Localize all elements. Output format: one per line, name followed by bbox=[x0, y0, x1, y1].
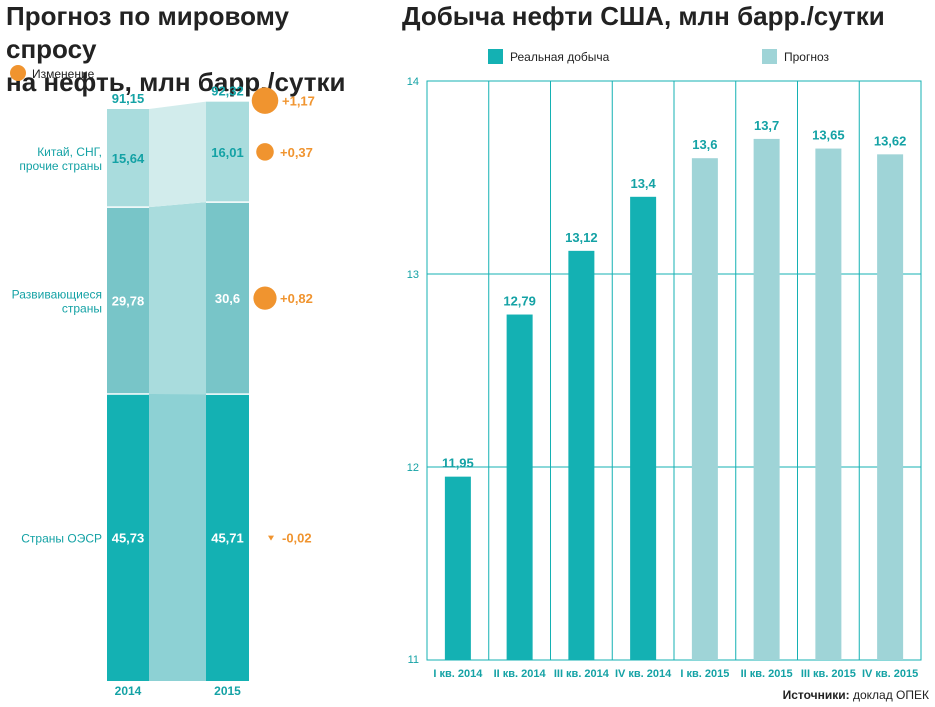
segment-value-label: 45,71 bbox=[211, 531, 244, 546]
series-name-label: Страны ОЭСР bbox=[21, 532, 102, 546]
connector-band-3 bbox=[149, 101, 206, 208]
bar-value-label: 13,7 bbox=[754, 118, 779, 133]
source-note: Источники: доклад ОПЕК bbox=[783, 688, 929, 702]
segment-value-label: 16,01 bbox=[211, 145, 244, 160]
x-category-label: I кв. 2014 bbox=[433, 668, 483, 680]
segment-value-label: 15,64 bbox=[112, 151, 145, 166]
change-marker-negative bbox=[268, 535, 274, 541]
x-category-label: III кв. 2015 bbox=[801, 668, 856, 680]
change-label: +0,37 bbox=[280, 145, 313, 160]
connector-band-2 bbox=[149, 202, 206, 395]
stack-segment-2015-1 bbox=[206, 394, 249, 681]
x-category-label: IV кв. 2015 bbox=[862, 668, 918, 680]
segment-value-label: 45,73 bbox=[112, 531, 145, 546]
x-category-label: I кв. 2015 bbox=[680, 668, 729, 680]
change-label: -0,02 bbox=[282, 531, 312, 546]
stack-segment-2014-1 bbox=[107, 394, 149, 681]
column-category-label: 2015 bbox=[214, 684, 241, 698]
change-bubble-total bbox=[251, 87, 279, 114]
x-category-label: III кв. 2014 bbox=[554, 668, 610, 680]
legend-forecast-swatch bbox=[762, 49, 777, 64]
stack-segment-2015-3 bbox=[206, 101, 249, 203]
production-bar bbox=[568, 250, 595, 660]
segment-value-label: 30,6 bbox=[215, 291, 240, 306]
legend-actual-swatch bbox=[488, 49, 503, 64]
production-bar bbox=[877, 154, 904, 660]
legend-actual-label: Реальная добыча bbox=[510, 50, 610, 64]
stack-segment-2014-2 bbox=[107, 207, 149, 395]
bar-value-label: 12,79 bbox=[503, 294, 536, 309]
stack-segment-2015-2 bbox=[206, 202, 249, 395]
production-bar bbox=[506, 314, 533, 660]
change-label-total: +1,17 bbox=[282, 94, 315, 109]
stack-segment-2014-3 bbox=[107, 109, 149, 208]
connector-band-1 bbox=[149, 394, 206, 681]
y-tick-label: 11 bbox=[408, 654, 419, 666]
x-category-label: II кв. 2015 bbox=[741, 668, 793, 680]
bar-value-label: 13,6 bbox=[692, 137, 717, 152]
left-title-line1: Прогноз по мировому спросу bbox=[6, 1, 289, 64]
production-bar bbox=[691, 158, 718, 660]
production-bar bbox=[630, 196, 657, 661]
x-category-label: IV кв. 2014 bbox=[615, 668, 672, 680]
bar-value-label: 13,62 bbox=[874, 133, 907, 148]
bar-value-label: 13,65 bbox=[812, 128, 845, 143]
series-name-label: страны bbox=[62, 302, 102, 316]
legend-forecast-label: Прогноз bbox=[784, 50, 830, 64]
production-bar bbox=[753, 138, 780, 660]
bar-value-label: 13,4 bbox=[630, 176, 656, 191]
change-label: +0,82 bbox=[280, 291, 313, 306]
legend-change-marker bbox=[10, 65, 26, 81]
left-title-line2: на нефть, млн барр./сутки bbox=[6, 67, 346, 97]
change-bubble bbox=[253, 286, 277, 310]
production-bar bbox=[444, 476, 471, 660]
change-bubble bbox=[256, 143, 274, 161]
segment-value-label: 29,78 bbox=[112, 294, 145, 309]
series-name-label: Развивающиеся bbox=[12, 288, 102, 302]
bar-value-label: 11,95 bbox=[442, 456, 474, 471]
source-text: доклад ОПЕК bbox=[852, 688, 929, 702]
y-tick-label: 13 bbox=[407, 269, 419, 281]
column-category-label: 2014 bbox=[115, 684, 142, 698]
legend-change-label: Изменение bbox=[32, 67, 95, 81]
source-label: Источники: bbox=[782, 688, 850, 702]
bar-value-label: 13,12 bbox=[565, 230, 598, 245]
column-total-label: 91,15 bbox=[112, 91, 145, 106]
y-tick-label: 14 bbox=[407, 76, 419, 88]
production-bar bbox=[815, 148, 842, 661]
x-category-label: II кв. 2014 bbox=[494, 668, 547, 680]
right-chart-title: Добыча нефти США, млн барр./сутки bbox=[402, 1, 885, 31]
y-tick-label: 12 bbox=[407, 462, 419, 474]
series-name-label: Китай, СНГ, bbox=[37, 145, 102, 159]
series-name-label: прочие страны bbox=[19, 159, 102, 173]
column-total-label: 92,32 bbox=[211, 84, 244, 99]
left-chart-title: Прогноз по мировому спросу на нефть, млн… bbox=[6, 0, 386, 99]
